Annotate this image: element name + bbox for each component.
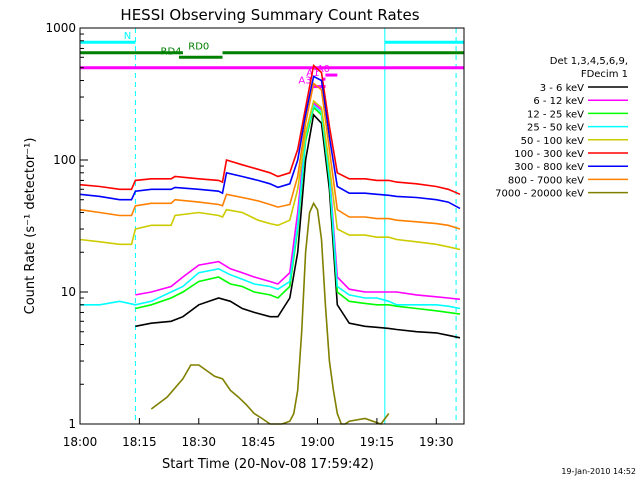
y-tick-label-2: 100 (53, 153, 76, 167)
footer-timestamp: 19-Jan-2010 14:52 (561, 467, 636, 476)
legend-label-4: 50 - 100 keV (521, 136, 585, 147)
legend-label-5: 100 - 300 keV (514, 149, 584, 160)
y-tick-label-3: 1000 (45, 21, 76, 35)
y-tick-label-1: 10 (61, 285, 76, 299)
y-tick-label-0: 1 (68, 417, 76, 431)
legend-label-8: 7000 - 20000 keV (495, 189, 584, 200)
state-bar-label-5: A1 (306, 68, 319, 79)
series-line-3 (80, 103, 461, 310)
plot-frame (79, 27, 465, 425)
legend-label-0: 3 - 6 keV (540, 83, 584, 94)
x-tick-label-0: 18:00 (63, 435, 98, 449)
series-line-7 (79, 82, 461, 230)
state-bar-label-1: RD0 (188, 42, 209, 53)
x-tick-label-6: 19:30 (419, 435, 454, 449)
legend-header-1: Det 1,3,4,5,6,9, (550, 56, 628, 67)
state-bar-label-2: RD4 (161, 46, 182, 57)
y-axis-label: Count Rate (s⁻¹ detector⁻¹) (23, 138, 38, 315)
legend-label-7: 800 - 7000 keV (508, 175, 584, 186)
series-line-5 (79, 63, 461, 196)
state-bar-label-0: N (124, 31, 131, 42)
state-bar-label-6: A3 (298, 76, 311, 87)
legend-header-2: FDecim 1 (581, 69, 628, 80)
legend-label-1: 6 - 12 keV (533, 96, 584, 107)
x-axis-label: Start Time (20-Nov-08 17:59:42) (162, 457, 374, 472)
x-tick-label-1: 18:15 (122, 435, 157, 449)
series-line-0 (135, 113, 461, 339)
state-bar-label-4: A0 (317, 64, 330, 75)
series-line-4 (79, 99, 461, 251)
legend-label-6: 300 - 800 keV (514, 162, 584, 173)
series-line-8 (150, 201, 390, 425)
legend: Det 1,3,4,5,6,9, FDecim 1 3 - 6 keV 6 - 1… (495, 56, 628, 200)
legend-label-3: 25 - 50 keV (527, 123, 584, 134)
chart-title: HESSI Observing Summary Count Rates (120, 6, 419, 24)
x-tick-label-5: 19:15 (360, 435, 395, 449)
axis-layer: 18:00 18:15 18:30 18:45 19:00 19:15 19:30 1 10 10… (45, 21, 453, 449)
x-tick-label-2: 18:30 (181, 435, 216, 449)
series-line-6 (79, 75, 461, 210)
x-tick-label-3: 18:45 (241, 435, 276, 449)
legend-label-2: 12 - 25 keV (527, 109, 584, 120)
x-tick-label-4: 19:00 (300, 435, 335, 449)
